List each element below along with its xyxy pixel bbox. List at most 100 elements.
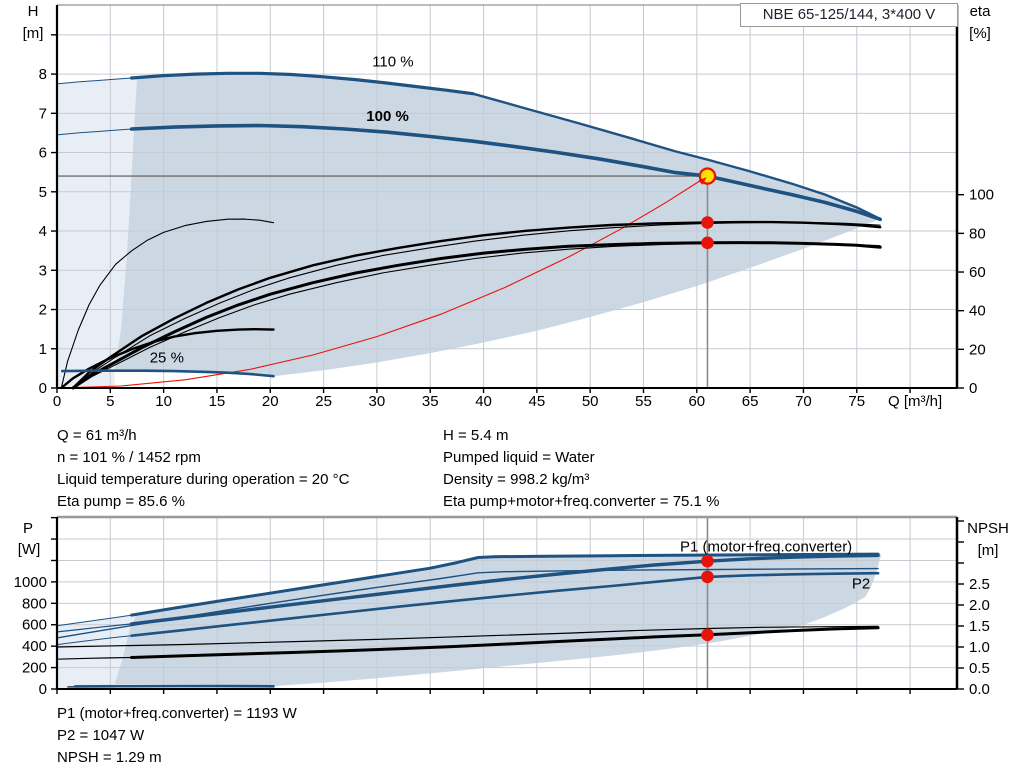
eta-axis-title: eta: [969, 3, 991, 20]
info-eta-total: Eta pump+motor+freq.converter = 75.1 %: [443, 493, 720, 510]
speed-110-curve-lead: [56, 77, 133, 85]
npsh-curve-lead: [56, 656, 133, 660]
p1-duty-marker: [701, 554, 714, 568]
eta-total-curve: [71, 241, 882, 390]
p-tick-label: 200: [22, 660, 47, 677]
h-axis-unit: [m]: [22, 25, 44, 42]
npsh-tick-label: 0.5: [969, 660, 990, 677]
h-tick-label: 1: [39, 341, 47, 358]
speed-25-curve: [61, 369, 275, 378]
h-tick-label: 4: [39, 223, 47, 240]
x-tick-label: 15: [209, 393, 226, 410]
npsh-tick-label: 0.0: [969, 681, 990, 698]
eta-tick-label: 40: [969, 303, 986, 320]
eta-axis-unit: [%]: [969, 25, 991, 42]
x-tick-label: 40: [475, 393, 492, 410]
eta-pump-25-curve: [60, 218, 275, 389]
speed-110-curve: [130, 71, 475, 96]
h-axis-title: H: [27, 3, 39, 20]
npsh-tick-label: 1.0: [969, 639, 990, 656]
info-eta-pump: Eta pump = 85.6 %: [57, 493, 185, 510]
info-liquid-temp: Liquid temperature during operation = 20…: [57, 471, 350, 488]
x-tick-label: 75: [848, 393, 865, 410]
eta-pump-duty-marker: [701, 216, 714, 229]
p-tick-label: 600: [22, 617, 47, 634]
x-tick-label: 70: [795, 393, 812, 410]
p1-110-curve-lead: [56, 614, 133, 627]
top-frame: 0 5 10 15 20 25 30 35 40 45 50 55 60 65 70 75 Q [m³/h]01…: [39, 4, 994, 410]
info-pumped-liquid: Pumped liquid = Water: [443, 449, 595, 466]
curve-label: 25 %: [150, 349, 184, 366]
p2-curve-lead: [56, 635, 133, 646]
h-tick-label: 5: [39, 184, 47, 201]
eta-pump-curve: [71, 220, 882, 390]
eta-total-duty-marker: [701, 236, 714, 250]
bottom-frame: 0 200 400 600 800 1000 0.0 0.5 1.0 1.5 2.0 2.5: [14, 515, 990, 698]
p2-duty-marker: [701, 570, 714, 584]
x-tick-label: 10: [155, 393, 172, 410]
operating-envelope-main: [114, 73, 881, 377]
x-tick-label: 55: [635, 393, 652, 410]
p1-curve: [129, 553, 880, 626]
h-tick-label: 7: [39, 105, 47, 122]
x-tick-label: 45: [529, 393, 546, 410]
power-envelope-light: [57, 613, 137, 689]
npsh-axis-unit: [m]: [977, 542, 999, 559]
max-speed-boundary: [471, 92, 882, 221]
x-tick-label: 65: [742, 393, 759, 410]
p1-110-curve: [130, 552, 880, 617]
h-tick-label: 8: [39, 66, 47, 83]
info-speed: n = 101 % / 1452 rpm: [57, 449, 201, 466]
p2-curve: [130, 571, 880, 637]
npsh-axis-title: NPSH: [967, 520, 1009, 537]
eta-tick-label: 100: [969, 187, 994, 204]
x-tick-label: 50: [582, 393, 599, 410]
info-npsh: NPSH = 1.29 m: [57, 749, 162, 766]
p-tick-label: 400: [22, 638, 47, 655]
speed-100-curve-lead: [56, 128, 133, 136]
info-flow: Q = 61 m³/h: [57, 427, 137, 444]
operating-envelope-light: [57, 77, 137, 388]
h-tick-label: 0: [39, 380, 47, 397]
info-p1: P1 (motor+freq.converter) = 1193 W: [57, 705, 297, 722]
x-tick-label: 20: [262, 393, 279, 410]
p-tick-label: 0: [39, 681, 47, 698]
p-tick-label: 800: [22, 595, 47, 612]
x-tick-label: 30: [369, 393, 386, 410]
duty-arrow-icon: [698, 177, 707, 185]
npsh-duty-marker: [701, 628, 714, 642]
p1-curve-lead: [56, 623, 133, 633]
bottom-chart-layer: 0 200 400 600 800 1000 0.0 0.5 1.0 1.5 2.0 2.5 P1 (m…: [14, 515, 990, 698]
h-tick-label: 3: [39, 262, 47, 279]
info-head: H = 5.4 m: [443, 427, 509, 444]
curve-label: 110 %: [372, 54, 413, 71]
curve-label: 100 %: [366, 108, 409, 125]
x-tick-label: 25: [315, 393, 332, 410]
top-chart-layer: 0 5 10 15 20 25 30 35 40 45 50 55 60 65 70 75 Q [m³/h]01…: [39, 4, 994, 410]
p-tick-label: 1000: [14, 574, 47, 591]
npsh-curve: [130, 626, 880, 659]
info-p2: P2 = 1047 W: [57, 727, 145, 744]
x-axis-label: Q [m³/h]: [888, 393, 942, 410]
pump-title-box: NBE 65-125/144, 3*400 V: [740, 3, 958, 27]
info-density: Density = 998.2 kg/m³: [443, 471, 590, 488]
eta-tick-label: 80: [969, 225, 986, 242]
npsh-tick-label: 2.0: [969, 597, 990, 614]
x-tick-label: 35: [422, 393, 439, 410]
p-axis-unit: [W]: [17, 541, 41, 558]
p-axis-title: P: [22, 520, 33, 537]
npsh-110-curve: [56, 625, 879, 648]
h-tick-label: 2: [39, 302, 47, 319]
speed-100-curve: [129, 123, 882, 222]
x-tick-label: 0: [53, 393, 61, 410]
top-gridlines: [57, 5, 957, 388]
x-tick-label: 60: [688, 393, 705, 410]
pump-title: NBE 65-125/144, 3*400 V: [762, 6, 936, 23]
x-tick-label: 5: [106, 393, 114, 410]
eta-tick-label: 0: [969, 380, 977, 397]
eta-tick-label: 60: [969, 264, 986, 281]
curve-label: P1 (motor+freq.converter): [680, 539, 852, 556]
npsh-tick-label: 1.5: [969, 618, 990, 635]
